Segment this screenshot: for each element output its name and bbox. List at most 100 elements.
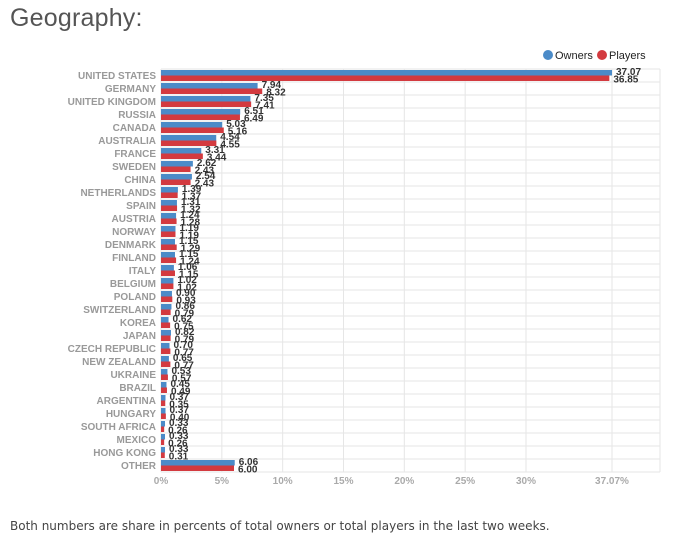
category-label: OTHER: [121, 461, 157, 472]
data-label-owners: 1.31: [181, 197, 201, 208]
data-label-players: 0.77: [174, 361, 194, 372]
bar-owners: [161, 421, 166, 427]
bar-owners: [161, 96, 251, 102]
data-label-owners: 7.35: [254, 93, 274, 104]
chart-legend[interactable]: Owners Players: [543, 50, 646, 62]
data-label-owners: 3.31: [205, 145, 225, 156]
data-label-players: 0.79: [175, 335, 195, 346]
bar-players: [161, 166, 191, 172]
bar-owners: [161, 161, 193, 167]
legend-players-label[interactable]: Players: [609, 50, 646, 62]
bar-owners: [161, 434, 166, 440]
category-label: HONG KONG: [93, 448, 156, 459]
bar-players: [161, 127, 224, 133]
x-tick-label: 20%: [394, 476, 414, 487]
bar-owners: [161, 265, 174, 271]
data-label-owners: 0.86: [175, 301, 195, 312]
category-label: CZECH REPUBLIC: [68, 344, 156, 355]
bar-players: [161, 374, 168, 380]
category-label: UNITED STATES: [78, 71, 156, 82]
chart-labels: 0% 5% 10% 15% 20% 25% 30% 37.07% UNITED STATES 37…: [68, 67, 642, 487]
x-tick-label: 10%: [273, 476, 293, 487]
bar-owners: [161, 252, 175, 258]
data-label-owners: 0.62: [173, 314, 193, 325]
bar-owners: [161, 317, 169, 323]
data-label-owners: 0.70: [174, 340, 194, 351]
data-label-players: 1.24: [180, 257, 200, 268]
data-label-owners: 4.54: [220, 132, 240, 143]
chart-grid: [160, 68, 661, 473]
data-label-players: 0.35: [169, 400, 189, 411]
data-label-owners: 1.02: [177, 275, 197, 286]
bar-owners: [161, 200, 177, 206]
data-label-players: 8.32: [266, 88, 286, 99]
data-label-players: 0.26: [168, 439, 188, 450]
data-label-owners: 0.33: [169, 418, 189, 429]
x-tick-label: 15%: [333, 476, 353, 487]
footnote: Both numbers are share in percents of to…: [10, 519, 550, 533]
bar-players: [161, 153, 203, 159]
bar-players: [161, 75, 610, 81]
category-label: BELGIUM: [110, 279, 156, 290]
bar-owners: [161, 148, 202, 154]
bar-players: [161, 309, 171, 315]
data-label-owners: 5.03: [226, 119, 246, 130]
category-label: CANADA: [113, 123, 156, 134]
data-label-players: 6.49: [244, 114, 264, 125]
bar-owners: [161, 213, 177, 219]
bar-owners: [161, 408, 166, 414]
data-label-owners: 6.51: [244, 106, 264, 117]
data-label-owners: 2.54: [196, 171, 216, 182]
category-label: BRAZIL: [119, 383, 156, 394]
data-label-players: 0.75: [174, 322, 194, 333]
bar-players: [161, 270, 175, 276]
category-label: NORWAY: [112, 227, 156, 238]
bar-players: [161, 400, 166, 406]
data-label-players: 3.44: [207, 153, 227, 164]
bar-owners: [161, 304, 172, 310]
data-label-players: 1.37: [182, 192, 202, 203]
data-label-owners: 1.19: [179, 223, 199, 234]
data-label-players: 0.26: [168, 426, 188, 437]
legend-players-marker[interactable]: [597, 50, 607, 60]
data-label-owners: 7.94: [262, 80, 282, 91]
data-label-players: 2.43: [195, 166, 215, 177]
bar-owners: [161, 187, 178, 193]
data-label-owners: 6.06: [239, 457, 259, 468]
data-label-players: 2.43: [195, 179, 215, 190]
bar-owners: [161, 122, 223, 128]
data-label-owners: 0.37: [170, 392, 190, 403]
data-label-players: 4.55: [220, 140, 240, 151]
category-label: DENMARK: [105, 240, 157, 251]
data-label-owners: 0.65: [173, 353, 193, 364]
bar-players: [161, 192, 178, 198]
legend-owners-label[interactable]: Owners: [555, 50, 593, 62]
category-label: AUSTRIA: [112, 214, 156, 225]
chart-bars: [161, 70, 612, 471]
data-label-owners: 2.62: [197, 158, 217, 169]
legend-owners-marker[interactable]: [543, 50, 553, 60]
bar-players: [161, 348, 171, 354]
data-label-owners: 0.53: [171, 366, 191, 377]
bar-owners: [161, 369, 168, 375]
x-tick-label: 37.07%: [595, 476, 629, 487]
data-label-players: 0.40: [170, 413, 190, 424]
bar-players: [161, 205, 178, 211]
bar-players: [161, 413, 166, 419]
bar-players: [161, 296, 173, 302]
data-label-players: 0.77: [174, 348, 194, 359]
data-label-players: 1.32: [181, 205, 201, 216]
bar-players: [161, 322, 171, 328]
data-label-owners: 0.33: [169, 444, 189, 455]
bar-owners: [161, 460, 235, 466]
bar-owners: [161, 343, 170, 349]
category-label: UNITED KINGDOM: [68, 97, 156, 108]
bar-players: [161, 426, 165, 432]
x-tick-label: 30%: [516, 476, 536, 487]
x-tick-label: 5%: [215, 476, 230, 487]
data-label-players: 36.85: [613, 75, 638, 86]
category-label: JAPAN: [123, 331, 156, 342]
category-label: CHINA: [124, 175, 156, 186]
bar-players: [161, 88, 263, 94]
category-label: FINLAND: [112, 253, 156, 264]
